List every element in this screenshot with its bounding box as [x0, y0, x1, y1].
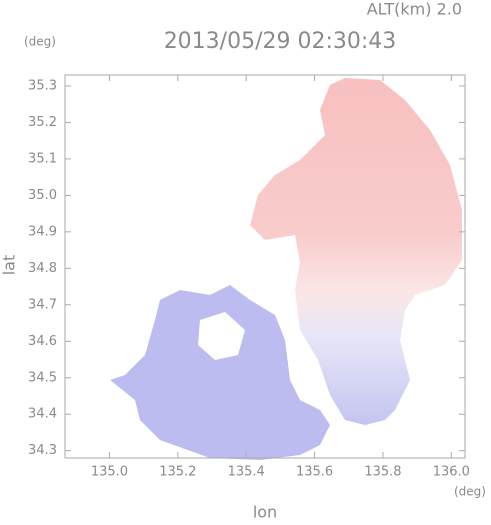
negative-velocity-region — [110, 285, 330, 460]
plot-frame — [64, 74, 466, 459]
data-hole — [198, 312, 245, 360]
y-unit: (deg) — [24, 35, 56, 49]
x-tick-label: 135.4 — [228, 465, 265, 480]
x-tick-label: 135.2 — [159, 465, 196, 480]
y-tick-label: 35.3 — [28, 78, 57, 93]
y-tick-label: 35.2 — [28, 115, 57, 130]
y-tick-label: 34.8 — [28, 261, 57, 276]
y-tick-label: 34.9 — [28, 224, 57, 239]
x-tick-label: 135.0 — [91, 465, 128, 480]
annotation: ALT(km) 2.0 — [367, 0, 462, 19]
y-tick-label: 34.7 — [28, 297, 57, 312]
y-axis-label: lat — [0, 255, 19, 276]
y-tick-label: 35.1 — [28, 151, 57, 166]
chart-title: 2013/05/29 02:30:43 — [164, 29, 397, 54]
positive-velocity-region — [250, 78, 462, 425]
y-tick-label: 34.5 — [28, 370, 57, 385]
x-tick-label: 135.6 — [296, 465, 333, 480]
y-tick-label: 34.3 — [28, 443, 57, 458]
x-axis-label: lon — [253, 503, 277, 522]
y-tick-label: 35.0 — [28, 188, 57, 203]
y-tick-label: 34.6 — [28, 334, 57, 349]
x-unit: (deg) — [454, 485, 486, 499]
y-tick-label: 34.4 — [28, 407, 57, 422]
x-tick-label: 135.8 — [364, 465, 401, 480]
x-tick-label: 136.0 — [433, 465, 470, 480]
